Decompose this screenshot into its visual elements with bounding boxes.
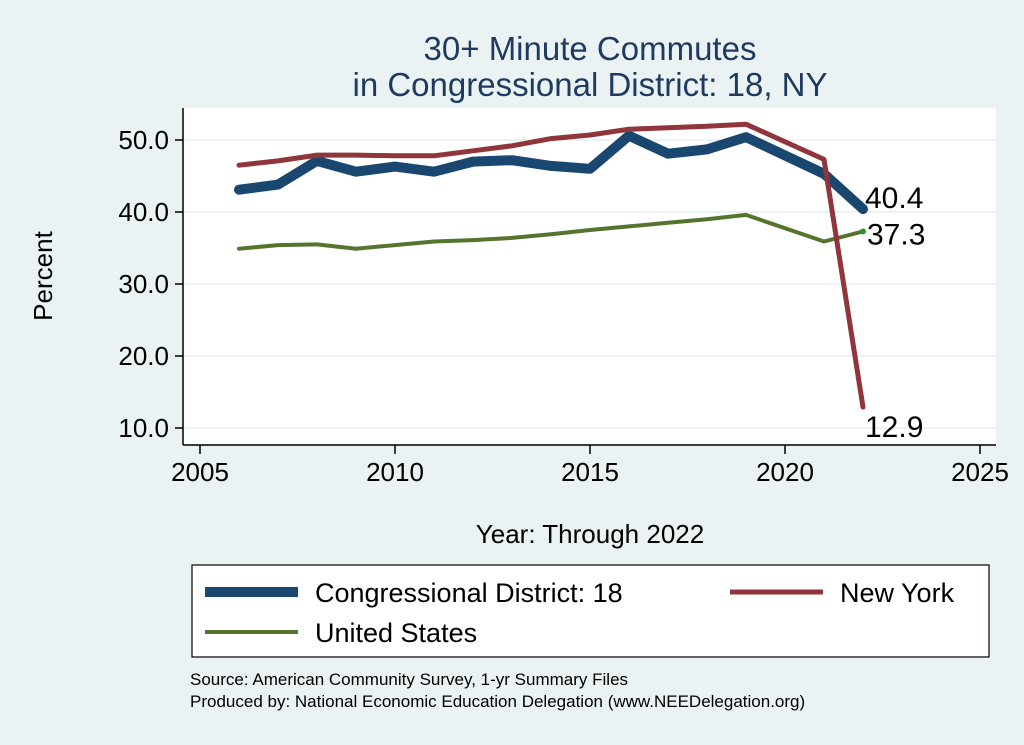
end-label-0: 40.4	[865, 182, 923, 215]
legend-label-district: Congressional District: 18	[315, 578, 623, 608]
end-point-united-states	[860, 228, 866, 235]
series-line-united-states	[237, 212, 865, 251]
y-axis: 10.0 20.0 30.0 40.0 50.0	[118, 108, 184, 445]
x-tick-label: 2005	[171, 457, 229, 487]
x-tick-label: 2025	[951, 457, 1009, 487]
y-tick-label: 50.0	[118, 125, 169, 155]
x-tick-label: 2010	[366, 457, 424, 487]
series-line-congressional-district-18	[234, 130, 868, 215]
legend-label-new-york: New York	[840, 578, 955, 608]
y-tick-label: 30.0	[118, 269, 169, 299]
y-axis-label: Percent	[28, 230, 58, 320]
x-axis: 2005 2010 2015 2020 2025	[171, 444, 1009, 487]
gridlines	[183, 139, 996, 429]
legend-box	[191, 564, 990, 658]
series-lines	[234, 121, 868, 410]
chart-title-line1: 30+ Minute Commutes	[424, 30, 757, 67]
x-axis-label: Year: Through 2022	[476, 519, 704, 549]
y-tick-label: 40.0	[118, 197, 169, 227]
end-label-1: 12.9	[865, 411, 923, 444]
producer-note: Produced by: National Economic Education…	[190, 692, 805, 711]
y-tick-label: 10.0	[118, 413, 169, 443]
legend-label-united-states: United States	[315, 618, 477, 648]
series-line-new-york	[236, 121, 866, 410]
end-labels: 40.4 12.9 37.3	[860, 182, 925, 444]
end-label-2: 37.3	[867, 218, 925, 251]
source-note: Source: American Community Survey, 1-yr …	[190, 670, 628, 689]
y-tick-label: 20.0	[118, 341, 169, 371]
legend: Congressional District: 18 New York Unit…	[191, 564, 990, 658]
x-tick-label: 2015	[561, 457, 619, 487]
x-tick-label: 2020	[756, 457, 814, 487]
chart-title-line2: in Congressional District: 18, NY	[352, 66, 827, 103]
